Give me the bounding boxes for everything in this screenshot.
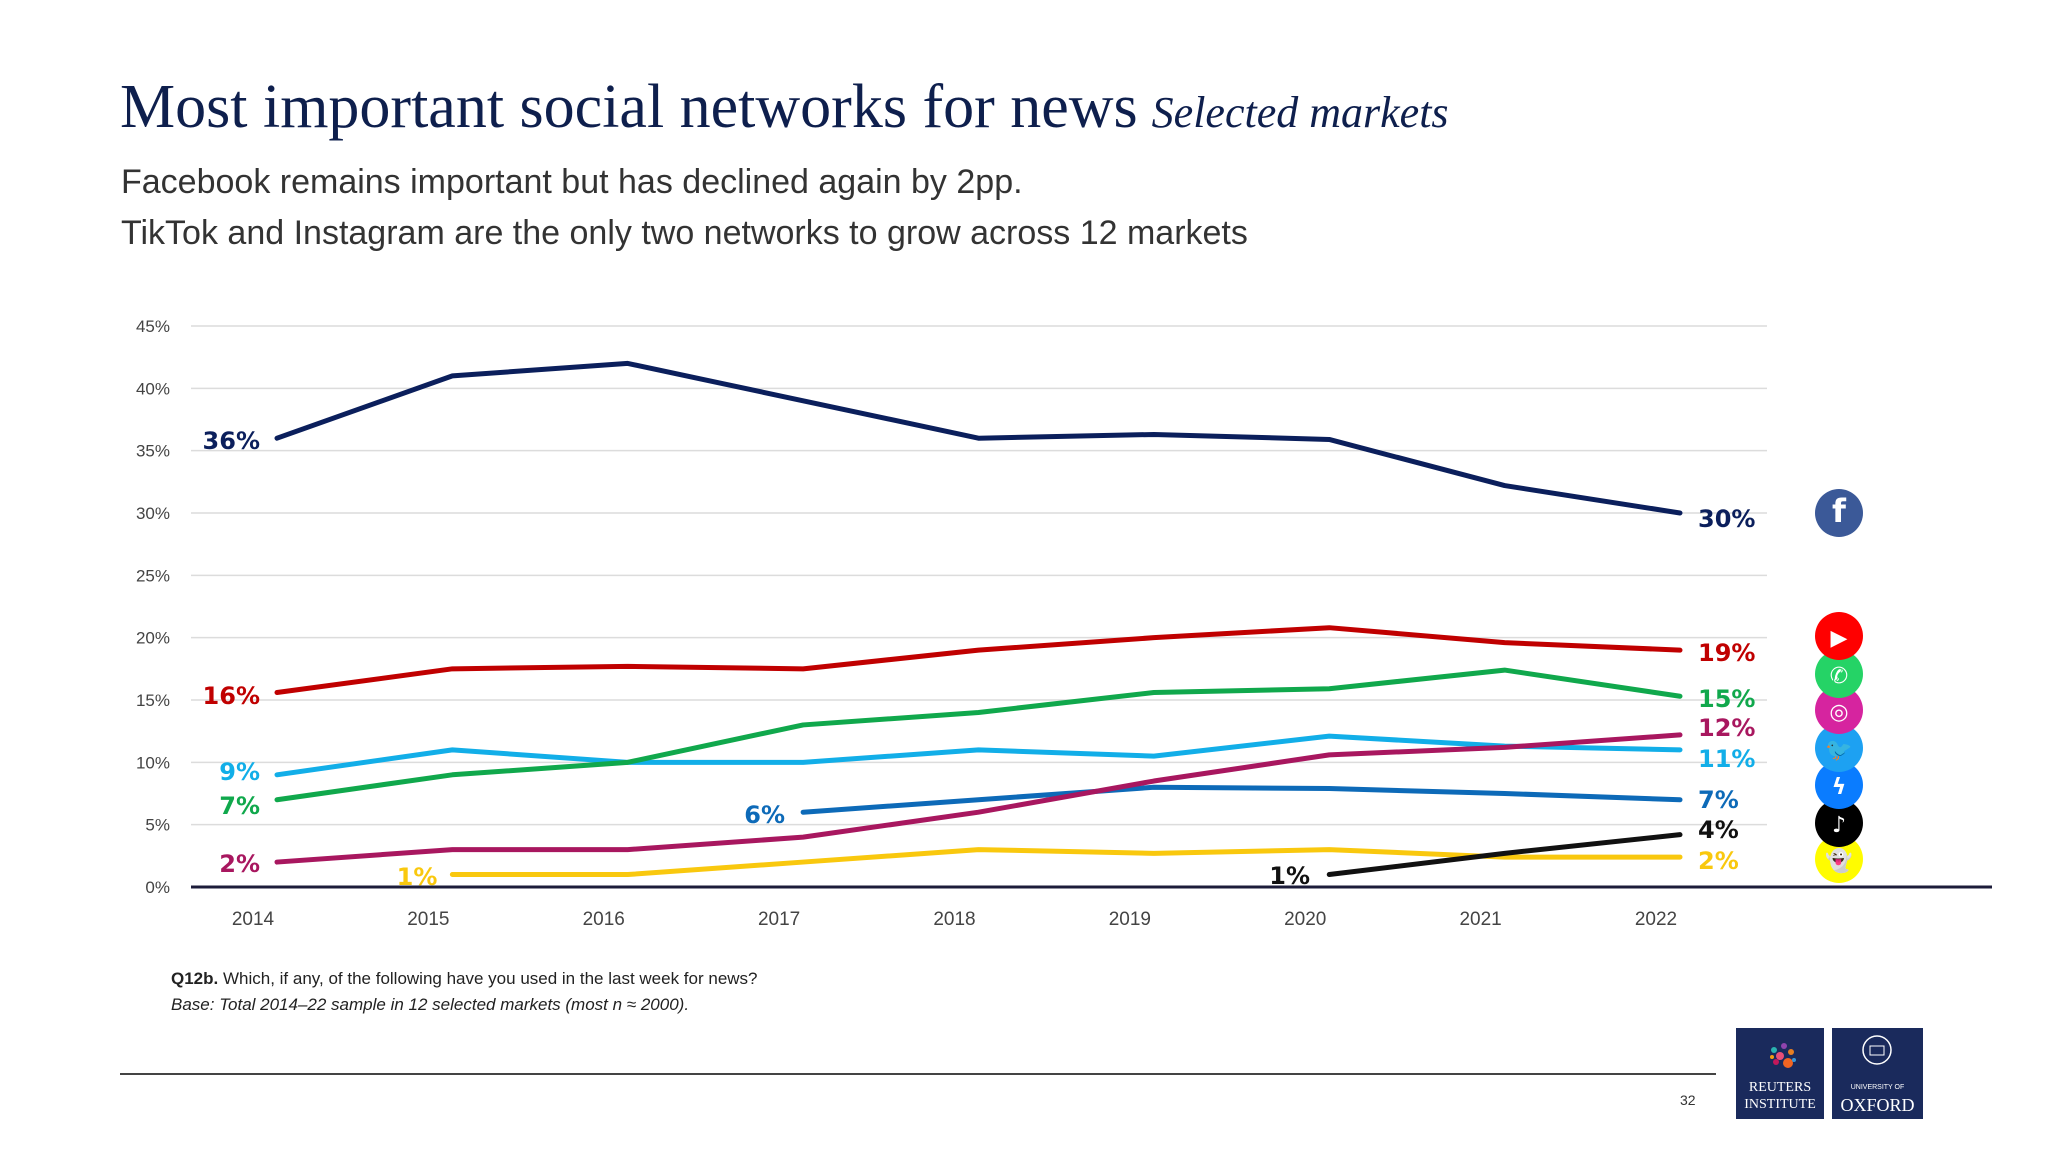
start-value-label: 2% xyxy=(219,850,260,878)
title-suffix: Selected markets xyxy=(1151,88,1449,137)
facebook-icon xyxy=(1815,489,1863,537)
y-tick-label: 45% xyxy=(136,317,170,336)
logo-text: REUTERS xyxy=(1748,1080,1812,1095)
series-line-twitter xyxy=(274,733,1683,778)
end-value-label: 2% xyxy=(1698,847,1739,875)
footer-divider xyxy=(120,1073,1716,1075)
snapchat-icon xyxy=(1815,835,1863,883)
messenger-icon xyxy=(1815,761,1863,809)
question-note: Q12b. Which, if any, of the following ha… xyxy=(171,969,758,989)
end-value-label: 30% xyxy=(1698,505,1755,533)
oxford-logo: UNIVERSITY OF OXFORD xyxy=(1832,1028,1923,1119)
reuters-dots-icon xyxy=(1770,1043,1796,1068)
end-value-label: 15% xyxy=(1698,685,1755,713)
page-number: 32 xyxy=(1680,1092,1696,1108)
twitter-icon xyxy=(1815,724,1863,772)
messenger-icon-glyph: ϟ xyxy=(1832,775,1847,800)
snapchat-icon-glyph: 👻 xyxy=(1825,847,1852,874)
subtitle-line-2: TikTok and Instagram are the only two ne… xyxy=(121,214,1248,252)
end-value-label: 12% xyxy=(1698,714,1755,742)
end-value-label: 7% xyxy=(1698,786,1739,814)
tiktok-icon xyxy=(1815,799,1863,847)
series-line-instagram xyxy=(274,732,1683,865)
base-note: Base: Total 2014–22 sample in 12 selecte… xyxy=(171,995,690,1014)
x-tick-label: 2014 xyxy=(232,909,275,930)
y-tick-label: 40% xyxy=(136,379,170,398)
y-tick-label: 35% xyxy=(136,442,170,461)
twitter-icon-glyph: 🐦 xyxy=(1825,738,1852,763)
tiktok-icon-glyph: ♪ xyxy=(1832,813,1846,838)
whatsapp-icon xyxy=(1815,650,1863,698)
reuters-institute-logo: REUTERS INSTITUTE xyxy=(1736,1028,1824,1119)
series-line-whatsapp xyxy=(274,667,1683,803)
page-title: Most important social networks for news S… xyxy=(120,72,1449,143)
start-value-label: 7% xyxy=(219,792,260,820)
x-tick-label: 2021 xyxy=(1459,909,1501,930)
series-line-facebook xyxy=(274,360,1683,516)
y-tick-label: 15% xyxy=(136,691,170,710)
start-value-label: 6% xyxy=(744,801,785,829)
question-id: Q12b. xyxy=(171,969,219,988)
end-value-label: 11% xyxy=(1698,745,1755,773)
y-tick-label: 5% xyxy=(145,816,170,835)
youtube-icon xyxy=(1815,612,1863,660)
instagram-icon xyxy=(1815,686,1863,734)
y-tick-label: 0% xyxy=(145,878,170,897)
logo-text: UNIVERSITY OF xyxy=(1850,1084,1905,1091)
x-tick-label: 2018 xyxy=(933,909,975,930)
start-value-label: 1% xyxy=(397,863,438,891)
logo-text: OXFORD xyxy=(1840,1095,1915,1115)
question-text: Which, if any, of the following have you… xyxy=(218,969,758,988)
facebook-icon-glyph: f xyxy=(1832,492,1847,530)
subtitle-line-1: Facebook remains important but has decli… xyxy=(121,163,1023,201)
instagram-icon-glyph: ◎ xyxy=(1829,700,1848,725)
y-tick-label: 10% xyxy=(136,753,170,772)
start-value-label: 9% xyxy=(219,758,260,786)
logo-text: INSTITUTE xyxy=(1744,1097,1816,1112)
start-value-label: 1% xyxy=(1269,862,1310,890)
series-line-youtube xyxy=(274,625,1683,696)
youtube-icon-glyph: ▶ xyxy=(1831,626,1848,651)
x-tick-label: 2019 xyxy=(1109,909,1151,930)
end-value-label: 19% xyxy=(1698,639,1755,667)
start-value-label: 16% xyxy=(203,682,260,710)
x-tick-label: 2017 xyxy=(758,909,800,930)
oxford-crest-icon xyxy=(1862,1035,1892,1065)
start-value-label: 36% xyxy=(203,427,260,455)
x-tick-label: 2015 xyxy=(407,909,449,930)
y-tick-label: 25% xyxy=(136,566,170,585)
whatsapp-icon-glyph: ✆ xyxy=(1830,664,1848,689)
y-tick-label: 20% xyxy=(136,629,170,648)
x-tick-label: 2022 xyxy=(1635,909,1677,930)
x-tick-label: 2016 xyxy=(583,909,625,930)
end-value-label: 4% xyxy=(1698,816,1739,844)
x-tick-label: 2020 xyxy=(1284,909,1326,930)
title-main: Most important social networks for news xyxy=(120,73,1138,141)
series-line-messenger xyxy=(800,784,1683,815)
series-line-tiktok xyxy=(1326,832,1683,878)
y-tick-label: 30% xyxy=(136,504,170,523)
